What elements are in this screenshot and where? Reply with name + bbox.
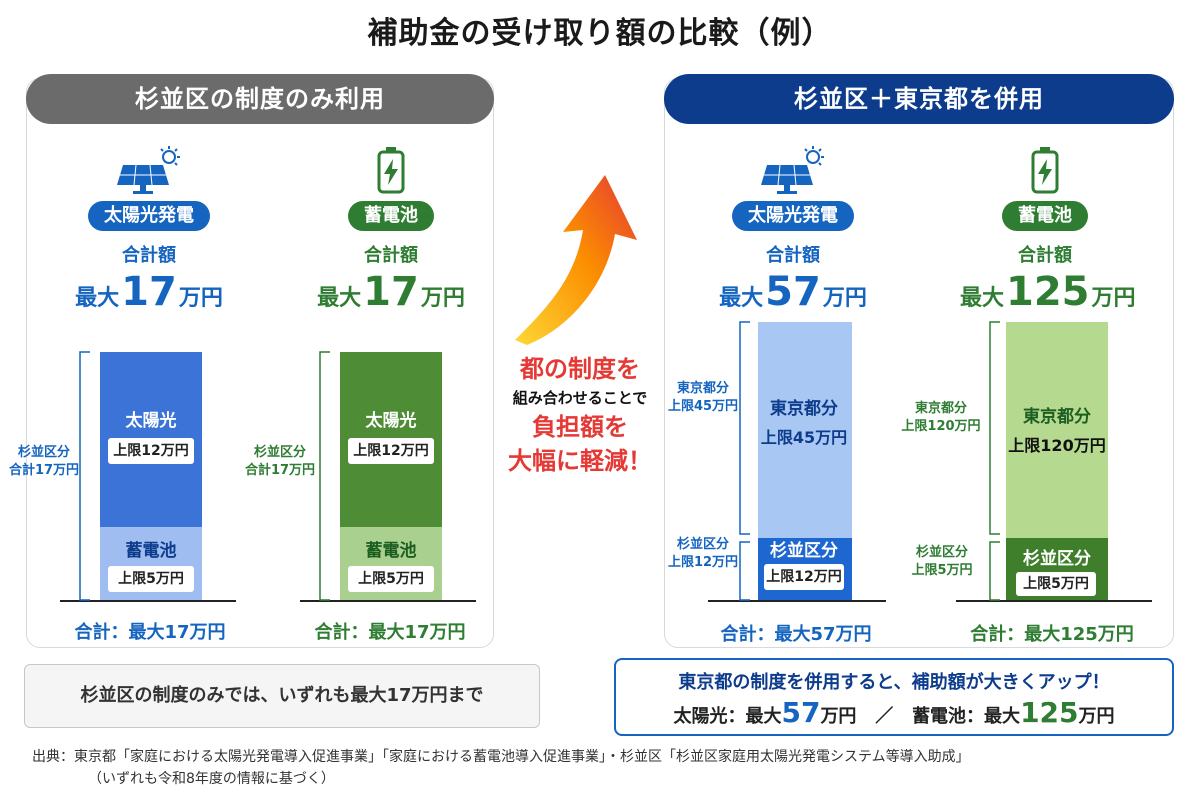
bracket xyxy=(79,351,90,601)
right-battery-column-header: 蓄電池 合計額 最大125万円 xyxy=(960,145,1136,315)
bracket xyxy=(739,541,750,601)
bracket xyxy=(319,351,330,601)
category-badge: 太陽光発電 xyxy=(88,201,210,231)
bracket-label: 東京都分 上限120万円 xyxy=(901,401,981,434)
left-solar-column-header: 太陽光発電 合計額 最大17万円 xyxy=(64,145,234,315)
bracket xyxy=(739,321,750,535)
segment-value-box: 上限5万円 xyxy=(1016,572,1096,596)
right-note: 東京都の制度を併用すると、補助額が大きくアップ！ 太陽光：最大57万円 ／ 蓄電… xyxy=(614,658,1174,736)
battery-icon xyxy=(306,145,476,195)
solar-panel-icon xyxy=(64,145,234,195)
right-solar-column-header: 太陽光発電 合計額 最大57万円 xyxy=(708,145,878,315)
left-panel-header: 杉並区の制度のみ利用 xyxy=(26,74,494,124)
footer-total: 合計：最大17万円 xyxy=(314,622,466,643)
segment-title: 上限45万円 xyxy=(760,428,848,447)
bracket-label: 杉並区分 上限5万円 xyxy=(911,545,973,578)
total-label: 合計額 xyxy=(122,245,176,266)
segment-title: 杉並区分 xyxy=(1023,549,1091,569)
category-badge: 太陽光発電 xyxy=(732,201,854,231)
left-battery-column-header: 蓄電池 合計額 最大17万円 xyxy=(306,145,476,315)
category-badge: 蓄電池 xyxy=(1002,201,1088,231)
bracket-label: 杉並区分 合計17万円 xyxy=(244,445,316,478)
bracket-label: 杉並区分 合計17万円 xyxy=(8,445,80,478)
solar-panel-icon xyxy=(708,145,878,195)
total-value: 最大17万円 xyxy=(75,269,223,315)
total-value: 最大125万円 xyxy=(960,269,1136,315)
bar-segment-東京都分 xyxy=(758,322,852,538)
footer-total: 合計：最大125万円 xyxy=(970,624,1134,645)
left-note: 杉並区の制度のみでは、いずれも最大17万円まで xyxy=(24,664,540,728)
total-label: 合計額 xyxy=(766,245,820,266)
right-panel-header: 杉並区＋東京都を併用 xyxy=(664,74,1174,124)
up-arrow-icon xyxy=(515,175,637,345)
segment-title: 太陽光 xyxy=(365,411,417,431)
bracket-label: 杉並区分 上限12万円 xyxy=(667,537,739,570)
footer-total: 合計：最大17万円 xyxy=(74,622,226,643)
segment-value-box: 上限12万円 xyxy=(348,438,434,464)
segment-title: 杉並区分 xyxy=(770,541,838,561)
bracket xyxy=(989,321,1000,535)
source-citation: 出典：東京都「家庭における太陽光発電導入促進事業」「家庭における蓄電池導入促進事… xyxy=(32,749,970,787)
total-value: 最大57万円 xyxy=(719,269,867,315)
segment-title: 蓄電池 xyxy=(365,541,417,561)
page-title: 補助金の受け取り額の比較（例） xyxy=(367,16,833,51)
footer-total: 合計：最大57万円 xyxy=(720,624,872,645)
total-label: 合計額 xyxy=(1018,245,1072,266)
total-value: 最大17万円 xyxy=(317,269,465,315)
bracket xyxy=(989,541,1000,601)
callout-text: 都の制度を 組み合わせることで 負担額を 大幅に軽減！ xyxy=(508,355,652,475)
segment-title: 蓄電池 xyxy=(125,541,177,561)
segment-title: 太陽光 xyxy=(125,411,177,431)
total-label: 合計額 xyxy=(364,245,418,266)
bar-segment-東京都分 xyxy=(1006,322,1108,538)
category-badge: 蓄電池 xyxy=(348,201,434,231)
segment-title: 東京都分 xyxy=(1023,407,1091,427)
battery-icon xyxy=(960,145,1130,195)
segment-value-box: 上限12万円 xyxy=(108,438,194,464)
segment-title: 上限120万円 xyxy=(1008,436,1106,455)
segment-value-box: 上限5万円 xyxy=(108,566,194,592)
segment-title: 東京都分 xyxy=(770,399,838,419)
segment-value-box: 上限12万円 xyxy=(764,564,844,590)
bracket-label: 東京都分 上限45万円 xyxy=(667,381,739,414)
segment-value-box: 上限5万円 xyxy=(348,566,434,592)
